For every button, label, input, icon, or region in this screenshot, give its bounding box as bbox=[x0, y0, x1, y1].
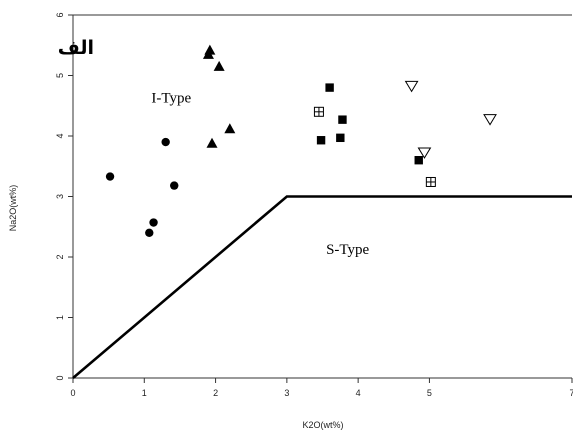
boxed-plus-marker bbox=[425, 176, 436, 187]
x-tick-label: 7 bbox=[569, 388, 573, 398]
x-tick-label: 1 bbox=[142, 388, 147, 398]
x-axis-label: K2O(wt%) bbox=[302, 420, 343, 430]
y-tick-label: 3 bbox=[55, 194, 65, 199]
y-tick-label: 1 bbox=[55, 315, 65, 320]
x-tick-label: 5 bbox=[427, 388, 432, 398]
square-marker bbox=[336, 133, 345, 143]
region-labels: I-Type S-Type bbox=[151, 91, 369, 258]
circle-marker bbox=[105, 172, 115, 181]
x-tick-label: 0 bbox=[70, 388, 75, 398]
axes: 0 1 2 3 4 5 7 0 1 2 3 4 5 6 bbox=[55, 12, 573, 398]
boxed-plus-marker bbox=[313, 106, 324, 117]
circle-marker bbox=[149, 218, 158, 227]
triangle-down-marker bbox=[404, 80, 419, 93]
triangle-down-marker bbox=[417, 147, 432, 159]
circle-marker bbox=[145, 228, 154, 237]
y-tick-label: 4 bbox=[55, 133, 65, 138]
y-tick-label: 0 bbox=[55, 375, 65, 380]
circle-marker bbox=[161, 137, 170, 147]
i-s-type-boundary bbox=[72, 195, 572, 379]
x-tick-label: 2 bbox=[213, 388, 218, 398]
triangle-up-marker bbox=[213, 60, 225, 71]
triangle-down-marker bbox=[483, 114, 497, 126]
x-tick-label: 3 bbox=[284, 388, 289, 398]
square-marker bbox=[325, 83, 334, 92]
region-label-s-type: S-Type bbox=[326, 242, 369, 258]
triangle-up-marker bbox=[224, 123, 236, 134]
y-tick-label: 5 bbox=[55, 73, 65, 78]
panel-label: الف bbox=[58, 37, 94, 59]
square-marker bbox=[316, 136, 326, 145]
boundary-line bbox=[72, 195, 572, 379]
y-tick-label: 2 bbox=[55, 254, 65, 259]
data-markers bbox=[105, 44, 497, 237]
y-axis-label: Na2O(wt%) bbox=[8, 185, 18, 232]
square-marker bbox=[414, 156, 423, 165]
square-marker bbox=[338, 115, 347, 124]
x-tick-label: 4 bbox=[356, 388, 361, 398]
circle-marker bbox=[170, 181, 179, 190]
triangle-up-marker bbox=[202, 48, 214, 59]
triangle-up-marker bbox=[206, 137, 218, 148]
y-tick-label: 6 bbox=[55, 12, 65, 17]
region-label-i-type: I-Type bbox=[151, 91, 191, 107]
